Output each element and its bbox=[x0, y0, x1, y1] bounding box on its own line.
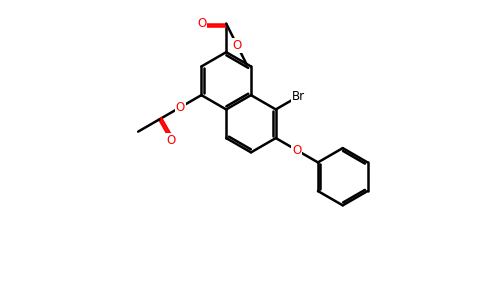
Text: O: O bbox=[167, 134, 176, 147]
Text: O: O bbox=[232, 39, 242, 52]
Text: O: O bbox=[197, 17, 207, 30]
Text: O: O bbox=[292, 144, 302, 157]
Text: Br: Br bbox=[291, 90, 304, 103]
Text: O: O bbox=[176, 101, 185, 114]
